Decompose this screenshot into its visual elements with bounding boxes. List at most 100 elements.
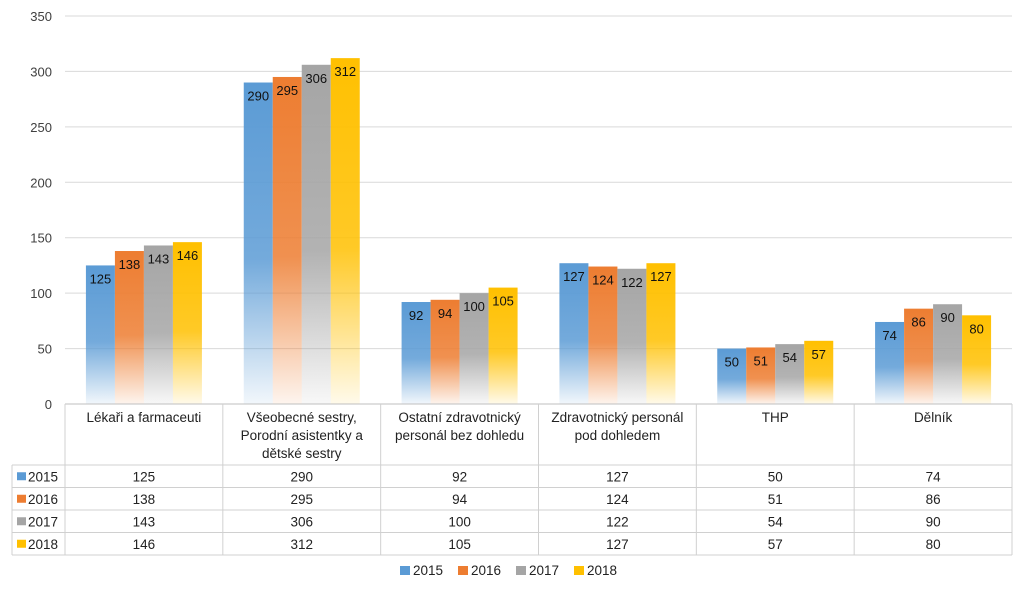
table-row-label: 2017 [28,514,58,529]
bar [143,245,173,404]
data-label: 90 [940,310,954,325]
category-label: dětské sestry [262,446,342,461]
table-row-label: 2015 [28,469,58,484]
data-label: 105 [492,294,514,309]
bar [962,315,992,404]
bar [875,321,905,404]
data-label: 295 [276,83,298,98]
table-cell: 57 [768,537,783,552]
table-cell: 86 [926,492,941,507]
category-label: Dělník [914,410,953,425]
bar [401,302,431,404]
category-label: Ostatní zdravotnický [398,410,521,425]
table-cell: 54 [768,514,784,529]
table-cell: 138 [133,492,156,507]
data-label: 127 [650,269,672,284]
data-labels: 125 290 92 127 50 74 138 295 94 124 51 86 143 306 100 1… [90,64,984,369]
table-cell: 124 [606,492,629,507]
bars [85,58,992,405]
bar [933,304,963,404]
bar [646,263,676,404]
bar [488,287,518,404]
table-cell: 90 [926,514,941,529]
data-label: 80 [969,321,983,336]
table-cell: 127 [606,537,629,552]
data-label: 100 [463,299,485,314]
table-legend-swatch [17,472,26,481]
data-label: 125 [90,271,112,286]
y-axis-ticks: 0 50 100 150 200 250 300 350 [30,9,52,412]
table-cell: 127 [606,469,629,484]
bar [330,58,360,405]
bar [746,347,776,404]
table-legend-swatch [17,494,26,503]
data-label: 124 [592,273,614,288]
bar [804,340,834,404]
legend-label: 2015 [413,563,443,578]
y-tick-label: 150 [30,231,52,246]
bar [459,293,489,404]
bar [243,82,273,404]
bar [717,348,747,404]
data-label: 143 [148,251,170,266]
table-legend-swatch [17,517,26,526]
data-table: Lékaři a farmaceuti Všeobecné sestry, Poro… [11,403,1013,556]
category-label: Zdravotnický personál [551,410,683,425]
bar [588,266,618,404]
table-cell: 290 [290,469,313,484]
legend: 2015 2016 2017 2018 [400,563,617,578]
data-label: 92 [409,308,423,323]
data-label: 86 [911,315,925,330]
data-label: 54 [783,350,797,365]
data-label: 290 [247,89,269,104]
table-cell: 74 [926,469,942,484]
category-label: pod dohledem [575,428,661,443]
table-cell: 312 [290,537,313,552]
y-tick-label: 300 [30,64,52,79]
bar [430,299,460,404]
table-cell: 100 [448,514,471,529]
table-row-label: 2016 [28,492,58,507]
legend-swatch [400,566,410,575]
bar [172,242,202,404]
y-tick-label: 350 [30,9,52,24]
table-cell: 125 [133,469,156,484]
y-tick-label: 250 [30,120,52,135]
data-label: 146 [177,248,199,263]
category-label: personál bez dohledu [395,428,524,443]
legend-label: 2017 [529,563,559,578]
table-cell: 143 [133,514,156,529]
legend-swatch [574,566,584,575]
data-label: 51 [754,353,768,368]
category-label: THP [762,410,789,425]
data-label: 122 [621,275,643,290]
table-cell: 295 [290,492,313,507]
table-cell: 306 [290,514,313,529]
table-cell: 94 [452,492,468,507]
data-label: 306 [305,71,327,86]
legend-label: 2016 [471,563,501,578]
bar [272,76,302,404]
data-label: 138 [119,257,141,272]
table-cell: 51 [768,492,783,507]
gridlines [65,15,1012,405]
data-label: 57 [812,347,826,362]
bar [559,263,589,404]
y-tick-label: 200 [30,175,52,190]
y-tick-label: 0 [45,397,52,412]
bar [114,251,144,404]
bar [904,308,934,404]
bar [301,64,331,404]
data-label: 74 [882,328,896,343]
bar [775,344,805,404]
table-cell: 92 [452,469,467,484]
data-label: 312 [334,64,356,79]
table-row-label: 2018 [28,537,58,552]
table-cell: 122 [606,514,629,529]
data-label: 50 [725,355,739,370]
table-legend-swatch [17,539,26,548]
table-cell: 146 [133,537,156,552]
bar [85,265,115,404]
y-tick-label: 50 [38,342,52,357]
